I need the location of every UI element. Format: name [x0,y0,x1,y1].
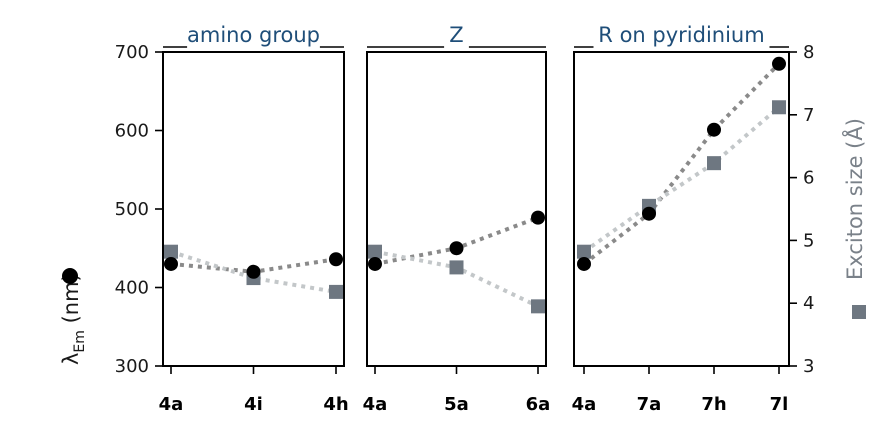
right-y-axis: 3 4 5 6 7 8 [789,42,814,377]
emission-point [329,252,343,267]
panel-title-bg [593,30,770,54]
exciton-series-line [170,249,337,294]
emission-point [164,256,178,271]
left-axis-title-main: λ [59,353,83,365]
emission-point [707,122,721,137]
panel-title-bg [444,30,469,54]
right-axis-legend-marker [852,305,866,319]
emission-point [449,241,464,256]
emission-point [246,264,261,279]
right-axis-title-text: Exciton size (Å) [841,118,867,280]
exciton-series-line [582,105,781,254]
svg-text:λEm (nm): λEm (nm) [59,273,88,365]
left-tick-label: 600 [115,121,149,142]
exciton-series-line [374,249,539,309]
chart-panels: amino group 4a 4i 4h Z 4a 5a 6a R on pyridinium 4… [159,23,790,415]
emission-point [642,206,656,221]
right-tick-label: 7 [803,105,814,126]
emission-series-line [374,215,539,266]
emission-point [368,256,382,271]
panel-title: Z [449,23,463,47]
exciton-point [164,244,178,259]
right-tick-label: 8 [803,42,814,63]
category-label: 4a [363,394,388,415]
left-y-axis: 300 400 500 600 700 [115,42,163,377]
emission-series-line [582,62,781,266]
panel-2: Z 4a 5a 6a [363,23,551,415]
right-axis-title: Exciton size (Å) [841,118,867,280]
category-label: 4i [244,394,263,415]
category-label: 7a [637,394,662,415]
category-label: 6a [526,394,551,415]
panel-frame [366,51,547,367]
emission-point [531,210,545,225]
right-tick-label: 6 [803,168,814,189]
exciton-point [368,244,382,259]
panel-title: amino group [187,23,320,47]
right-tick-label: 5 [803,230,814,251]
exciton-point [329,284,343,299]
panel-frame [162,51,345,367]
left-axis-title: λEm (nm) [59,273,88,365]
exciton-point [707,156,721,171]
left-axis-legend-marker [62,268,78,284]
panel-frame [573,51,790,367]
exciton-point [531,299,545,314]
emission-point [577,256,591,271]
exciton-point [577,244,591,259]
right-tick-label: 4 [803,293,814,314]
panel-1: amino group 4a 4i 4h [159,23,349,415]
panel-title-bg [187,30,320,54]
right-tick-label: 3 [803,356,814,377]
category-label: 4a [572,394,597,415]
category-label: 4h [323,394,348,415]
exciton-point [449,260,464,275]
category-label: 4a [159,394,184,415]
left-tick-label: 400 [115,278,149,299]
category-label: 5a [444,394,469,415]
panel-title: R on pyridinium [598,23,764,47]
emission-point [772,56,786,71]
panel-3: R on pyridinium 4a 7a 7h 7l [572,23,790,415]
category-label: 7l [770,394,789,415]
exciton-point [772,100,786,115]
left-tick-label: 700 [115,42,149,63]
left-tick-label: 300 [115,356,149,377]
left-axis-title-sub: Em [72,330,88,352]
category-label: 7h [701,394,726,415]
left-tick-label: 500 [115,199,149,220]
